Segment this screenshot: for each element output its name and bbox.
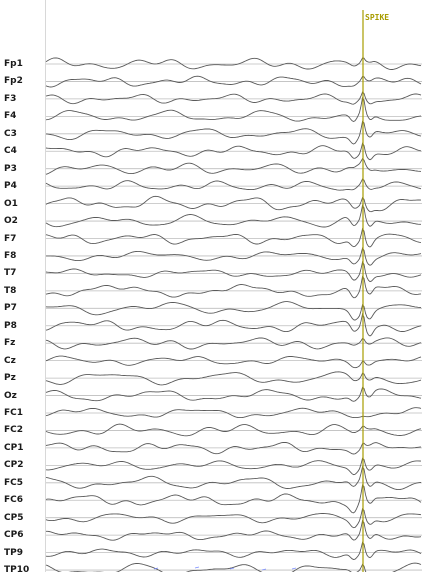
channel-label-o2: O2 bbox=[4, 216, 18, 227]
channel-trace-p3 bbox=[45, 157, 422, 175]
bottom-artifact-mark bbox=[153, 567, 159, 570]
channel-trace-oz bbox=[45, 386, 422, 402]
channel-trace-c4 bbox=[45, 142, 422, 161]
channel-label-cp5: CP5 bbox=[4, 512, 24, 523]
channel-label-tp10: TP10 bbox=[4, 565, 30, 575]
channel-label-f8: F8 bbox=[4, 250, 17, 261]
bottom-artifact-mark bbox=[261, 568, 267, 571]
channel-trace-f4 bbox=[45, 96, 422, 123]
channel-trace-p4 bbox=[45, 178, 422, 191]
channel-label-fz: Fz bbox=[4, 338, 16, 349]
channel-label-f4: F4 bbox=[4, 111, 17, 122]
channel-trace-fz bbox=[45, 337, 422, 350]
channel-trace-o2 bbox=[45, 204, 421, 228]
channel-trace-t8 bbox=[45, 275, 422, 299]
channel-trace-fc2 bbox=[45, 423, 422, 437]
channel-trace-f8 bbox=[46, 247, 422, 266]
channel-label-pz: Pz bbox=[4, 373, 16, 384]
channel-label-fp1: Fp1 bbox=[4, 59, 23, 69]
bottom-artifact-mark bbox=[194, 566, 200, 569]
channel-trace-p8 bbox=[45, 312, 422, 337]
channel-label-cp6: CP6 bbox=[4, 530, 24, 541]
channel-label-f7: F7 bbox=[4, 233, 17, 244]
channel-trace-cp1 bbox=[45, 441, 422, 455]
channel-label-p3: P3 bbox=[4, 163, 17, 174]
channel-trace-f3 bbox=[45, 91, 422, 105]
channel-label-cp1: CP1 bbox=[4, 442, 24, 453]
channel-trace-p7 bbox=[45, 301, 421, 321]
channel-label-c4: C4 bbox=[4, 146, 17, 157]
channel-label-p8: P8 bbox=[4, 320, 17, 331]
channel-label-fc2: FC2 bbox=[4, 425, 24, 436]
channel-trace-cp5 bbox=[45, 508, 422, 529]
spike-event-label: SPIKE bbox=[365, 13, 389, 22]
channel-trace-fp2 bbox=[45, 75, 422, 88]
channel-trace-cz bbox=[45, 355, 422, 369]
channel-label-p7: P7 bbox=[4, 303, 17, 314]
channel-trace-cp6 bbox=[46, 519, 422, 541]
channel-trace-tp9 bbox=[45, 541, 422, 560]
channel-trace-o1 bbox=[45, 195, 422, 213]
channel-trace-fp1 bbox=[45, 57, 422, 70]
channel-label-p4: P4 bbox=[4, 181, 17, 192]
bottom-artifact-mark bbox=[229, 567, 235, 570]
channel-trace-tp10 bbox=[45, 562, 422, 572]
channel-label-fc1: FC1 bbox=[4, 408, 24, 418]
bottom-artifact-mark bbox=[291, 567, 297, 570]
channel-label-tp9: TP9 bbox=[4, 547, 23, 558]
channel-label-fc6: FC6 bbox=[4, 495, 24, 506]
channel-trace-pz bbox=[45, 371, 422, 386]
channel-trace-fc5 bbox=[45, 465, 422, 491]
channel-label-f3: F3 bbox=[4, 93, 17, 104]
channel-label-c3: C3 bbox=[4, 128, 17, 139]
channel-trace-fc1 bbox=[45, 407, 422, 419]
channel-label-cp2: CP2 bbox=[4, 460, 24, 471]
channel-label-oz: Oz bbox=[4, 390, 17, 401]
channel-label-t8: T8 bbox=[4, 285, 17, 296]
channel-label-t7: T7 bbox=[4, 268, 17, 279]
channel-trace-cp2 bbox=[45, 457, 422, 476]
channel-trace-f7 bbox=[45, 227, 422, 248]
channel-label-fp2: Fp2 bbox=[4, 76, 23, 87]
channel-label-o1: O1 bbox=[4, 198, 18, 209]
channel-trace-fc6 bbox=[45, 484, 422, 514]
channel-label-fc5: FC5 bbox=[4, 477, 24, 488]
channel-trace-c3 bbox=[45, 120, 422, 145]
channel-label-cz: Cz bbox=[4, 355, 16, 366]
channel-label-column: Fp1 Fp2 F3 F4 C3 C4 P3 P4 O1 O2 F7 F8 T7 T8 P7 P8 Fz Cz Pz… bbox=[0, 0, 46, 575]
channel-trace-t7 bbox=[45, 260, 422, 283]
